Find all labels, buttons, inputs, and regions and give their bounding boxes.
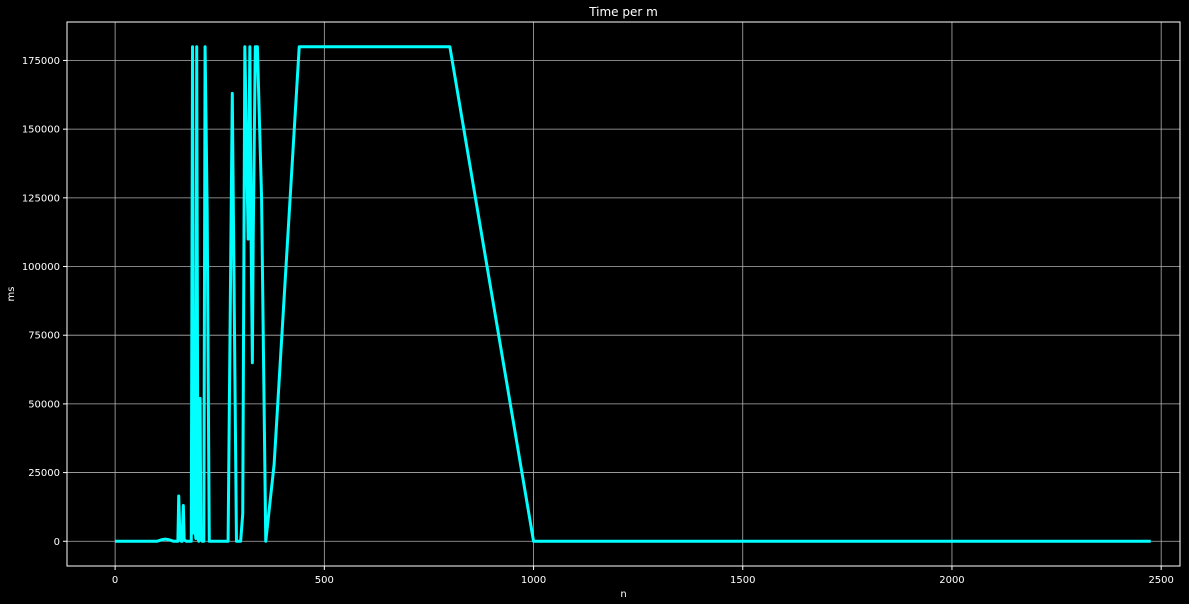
y-tick-label: 25000: [28, 468, 60, 479]
x-tick-label: 0: [112, 575, 118, 586]
x-tick-label: 500: [315, 575, 334, 586]
x-tick-label: 1500: [730, 575, 755, 586]
y-tick-label: 0: [54, 537, 60, 548]
y-axis-label: ms: [6, 287, 17, 302]
x-tick-labels: 0 500 1000 1500 2000 2500: [112, 566, 1174, 586]
x-tick-label: 1000: [521, 575, 546, 586]
x-tick-label: 2000: [939, 575, 964, 586]
y-tick-label: 100000: [22, 262, 60, 273]
series-line-0: [115, 45, 1151, 543]
y-tick-labels: 0 25000 50000 75000 100000 125000 150000 175000: [22, 56, 67, 548]
y-tick-label: 125000: [22, 193, 60, 204]
x-axis-label: n: [620, 589, 626, 600]
y-tick-label: 50000: [28, 399, 60, 410]
plot-frame: [66, 21, 1181, 567]
y-tick-label: 175000: [22, 56, 60, 67]
x-tick-label: 2500: [1148, 575, 1173, 586]
y-tick-label: 150000: [22, 125, 60, 136]
chart-title: Time per m: [588, 5, 658, 19]
series-group: [115, 45, 1151, 543]
y-tick-label: 75000: [28, 331, 60, 342]
